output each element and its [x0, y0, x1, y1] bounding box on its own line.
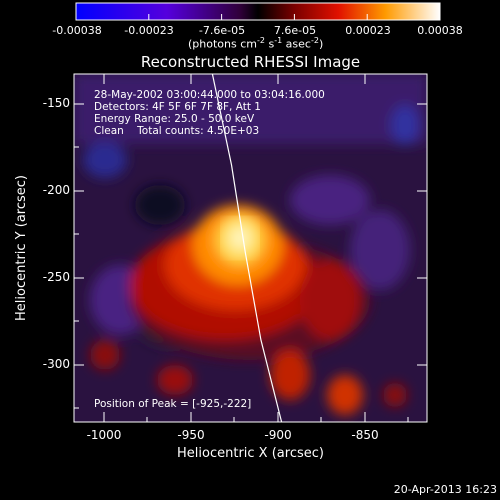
peak-position-label: Position of Peak = [-925,-222]	[94, 398, 252, 410]
colorbar-ticks	[75, 14, 441, 20]
y-axis-label: Heliocentric Y (arcsec)	[14, 175, 29, 321]
colorbar-tick-label: -0.00038	[52, 24, 102, 37]
heatmap-image	[74, 74, 427, 422]
annotation-detectors: Detectors: 4F 5F 6F 7F 8F, Att 1	[94, 101, 261, 113]
y-tick-label: -300	[42, 357, 70, 371]
annotation-energy-range: Energy Range: 25.0 - 50.0 keV	[94, 113, 255, 125]
chart-title: Reconstructed RHESSI Image	[140, 53, 361, 71]
plot-frame	[73, 73, 428, 423]
colorbar-tick-label: -7.6e-05	[198, 24, 246, 37]
colorbar	[75, 2, 441, 21]
x-tick-label: -1000	[86, 428, 122, 442]
annotation-time-range: 28-May-2002 03:00:44.000 to 03:04:16.000	[94, 89, 325, 101]
axis-ticks	[74, 74, 427, 422]
x-tick-label: -850	[351, 428, 379, 442]
colorbar-tick-label: 0.00023	[345, 24, 391, 37]
colorbar-tick-label: -0.00023	[124, 24, 174, 37]
solar-limb-curve	[211, 73, 283, 423]
footer-timestamp: 20-Apr-2013 16:23	[393, 483, 497, 496]
colorbar-unit-label: (photons cm-2 s-1 asec-2)	[188, 36, 324, 51]
colorbar-tick-label: 0.00038	[417, 24, 463, 37]
y-tick-label: -200	[42, 183, 70, 197]
annotation-clean-counts: Clean Total counts: 4.50E+03	[94, 125, 260, 137]
x-tick-label: -950	[177, 428, 205, 442]
x-axis-label: Heliocentric X (arcsec)	[177, 446, 324, 461]
x-tick-label: -900	[264, 428, 292, 442]
y-tick-label: -250	[42, 270, 70, 284]
y-tick-label: -150	[42, 96, 70, 110]
colorbar-tick-label: 7.6e-05	[273, 24, 317, 37]
